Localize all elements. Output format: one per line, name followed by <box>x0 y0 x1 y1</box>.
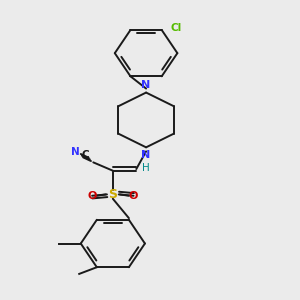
Text: O: O <box>129 191 138 201</box>
Text: N: N <box>71 147 80 157</box>
Text: C: C <box>82 150 89 160</box>
Text: O: O <box>87 191 97 201</box>
Text: S: S <box>108 188 117 201</box>
Text: N: N <box>142 150 151 160</box>
Text: N: N <box>142 80 151 90</box>
Text: H: H <box>142 163 149 173</box>
Text: Cl: Cl <box>170 23 182 33</box>
